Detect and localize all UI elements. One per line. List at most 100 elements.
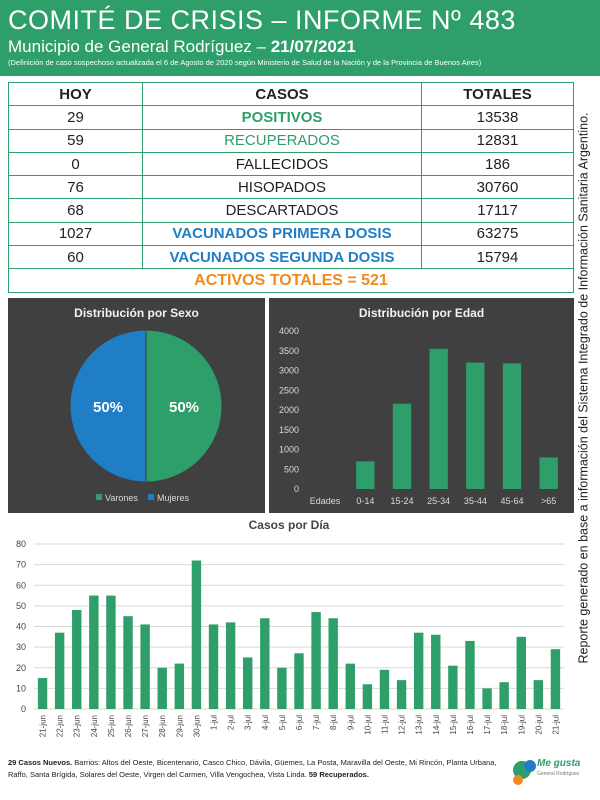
logo-leaf-blue — [524, 760, 536, 772]
hoy-value: 68 — [8, 198, 143, 223]
y-tick-label: 1500 — [279, 425, 299, 435]
x-tick-label: 25-34 — [427, 496, 450, 506]
daily-bar-3-jul — [243, 657, 253, 709]
age-bar-45-64 — [502, 363, 522, 489]
table-row-positivos: 29 POSITIVOS 13538 — [8, 105, 574, 130]
x-tick-label: 10-jul — [363, 715, 372, 735]
hoy-value: 76 — [8, 175, 143, 200]
daily-bar-8-jul — [328, 618, 338, 709]
daily-bar-27-jun — [140, 624, 150, 709]
daily-bar-16-jul — [465, 640, 475, 709]
y-tick-label: 10 — [16, 683, 26, 693]
total-value: 63275 — [421, 221, 574, 247]
x-tick-label: 13-jul — [415, 715, 424, 735]
total-value: 12831 — [421, 128, 574, 153]
daily-chart-title: Casos por Día — [248, 518, 330, 532]
x-tick-label: 28-jun — [158, 715, 167, 737]
hoy-value: 1027 — [8, 221, 143, 247]
y-tick-label: 1000 — [279, 445, 299, 455]
x-tick-label: 21-jun — [39, 715, 48, 737]
hoy-value: 60 — [8, 245, 143, 270]
age-bar->65 — [539, 457, 558, 489]
x-tick-label: 1-jul — [210, 715, 219, 730]
y-tick-label: 2000 — [279, 405, 299, 415]
daily-bar-28-jun — [157, 667, 167, 709]
legend-swatch — [148, 494, 154, 500]
x-axis-label: Edades — [310, 496, 341, 506]
x-tick-label: 6-jul — [295, 715, 304, 730]
x-tick-label: 22-jun — [56, 715, 65, 737]
total-value: 186 — [421, 151, 574, 177]
table-row-descartados: 68 DESCARTADOS 17117 — [8, 198, 574, 223]
x-tick-label: 45-64 — [500, 496, 523, 506]
y-tick-label: 80 — [16, 539, 26, 549]
x-tick-label: 5-jul — [278, 715, 287, 730]
age-distribution-panel: Distribución por Edad 0 500 1000 1500 2000 25… — [269, 298, 574, 513]
x-tick-label: 11-jul — [380, 715, 389, 734]
x-tick-label: 8-jul — [329, 715, 338, 730]
footer-note: 29 Casos Nuevos. Barrios: Altos del Oest… — [8, 757, 508, 781]
header-hoy: HOY — [8, 81, 143, 107]
daily-bar-20-jul — [533, 680, 544, 709]
x-tick-label: 12-jul — [398, 715, 407, 735]
daily-bar-21-jun — [37, 678, 48, 709]
pie-data-label: 50% — [93, 399, 123, 416]
daily-bar-7-jul — [311, 612, 321, 709]
age-bar-35-44 — [466, 362, 485, 489]
x-tick-label: 27-jun — [141, 715, 150, 737]
cases-table: HOY CASOS TOTALES 29 POSITIVOS 13538 59 … — [8, 81, 574, 293]
x-tick-label: 7-jul — [312, 715, 321, 730]
x-tick-label: 30-jun — [192, 715, 201, 737]
daily-bar-chart: 0 10 20 30 40 50 60 70 80 21-jun 22-jun 23-jun 24-ju… — [16, 539, 564, 737]
x-tick-label: 15-jul — [449, 715, 458, 735]
x-tick-label: 29-jun — [175, 715, 184, 737]
daily-bar-11-jul — [379, 669, 390, 709]
case-label: DESCARTADOS — [142, 198, 422, 223]
case-label: VACUNADOS SEGUNDA DOSIS — [142, 245, 422, 270]
daily-bar-17-jul — [482, 688, 492, 709]
daily-bar-10-jul — [362, 684, 373, 709]
case-label: RECUPERADOS — [142, 128, 422, 153]
x-tick-label: 19-jul — [517, 715, 526, 735]
y-tick-label: 500 — [284, 464, 299, 474]
report-title: COMITÉ DE CRISIS – INFORME Nº 483 — [8, 5, 516, 35]
daily-bar-23-jun — [72, 610, 82, 709]
daily-bar-14-jul — [431, 634, 441, 709]
hoy-value: 29 — [8, 105, 143, 130]
x-tick-label: 14-jul — [432, 715, 441, 735]
sex-pie-chart: 50% 50% Varones Mujeres — [69, 329, 223, 503]
x-tick-label: 3-jul — [244, 715, 253, 730]
pie-slice-mujeres — [69, 329, 147, 483]
logo-text: Me gusta — [537, 758, 581, 769]
y-tick-label: 4000 — [279, 326, 299, 336]
x-tick-label: 25-jun — [107, 715, 116, 737]
municipality-label: Municipio de General Rodríguez – — [8, 37, 271, 56]
footer-neighborhoods: Barrios: Altos del Oeste, Bicentenario, … — [8, 758, 497, 779]
total-value: 30760 — [421, 175, 574, 200]
report-subtitle: Municipio de General Rodríguez – 21/07/2… — [8, 36, 592, 58]
report-date: 21/07/2021 — [270, 37, 356, 56]
logo-subtext: General Rodríguez — [537, 771, 580, 777]
daily-bar-19-jul — [516, 636, 526, 709]
daily-bar-21-jul — [550, 649, 561, 709]
legend-label: Mujeres — [157, 493, 190, 503]
x-tick-label: 16-jul — [466, 715, 475, 735]
x-tick-label: 24-jun — [90, 715, 99, 737]
table-row-fallecidos: 0 FALLECIDOS 186 — [8, 151, 574, 177]
age-bar-15-24 — [392, 403, 412, 489]
x-tick-label: 4-jul — [261, 715, 270, 730]
daily-bar-9-jul — [345, 663, 355, 709]
age-chart-title: Distribución por Edad — [358, 306, 485, 320]
logo-leaf-orange — [513, 775, 523, 785]
y-tick-label: 3500 — [279, 346, 299, 356]
age-bar-0-14 — [356, 461, 375, 489]
daily-bar-30-jun — [191, 560, 202, 709]
daily-bar-5-jul — [277, 667, 287, 709]
daily-bar-18-jul — [499, 682, 509, 709]
x-tick-label: >65 — [541, 496, 556, 506]
y-tick-label: 60 — [16, 580, 26, 590]
daily-bar-6-jul — [294, 653, 304, 709]
case-label: FALLECIDOS — [142, 151, 422, 177]
x-tick-label: 21-jul — [551, 715, 560, 735]
daily-bar-22-jun — [54, 632, 65, 709]
